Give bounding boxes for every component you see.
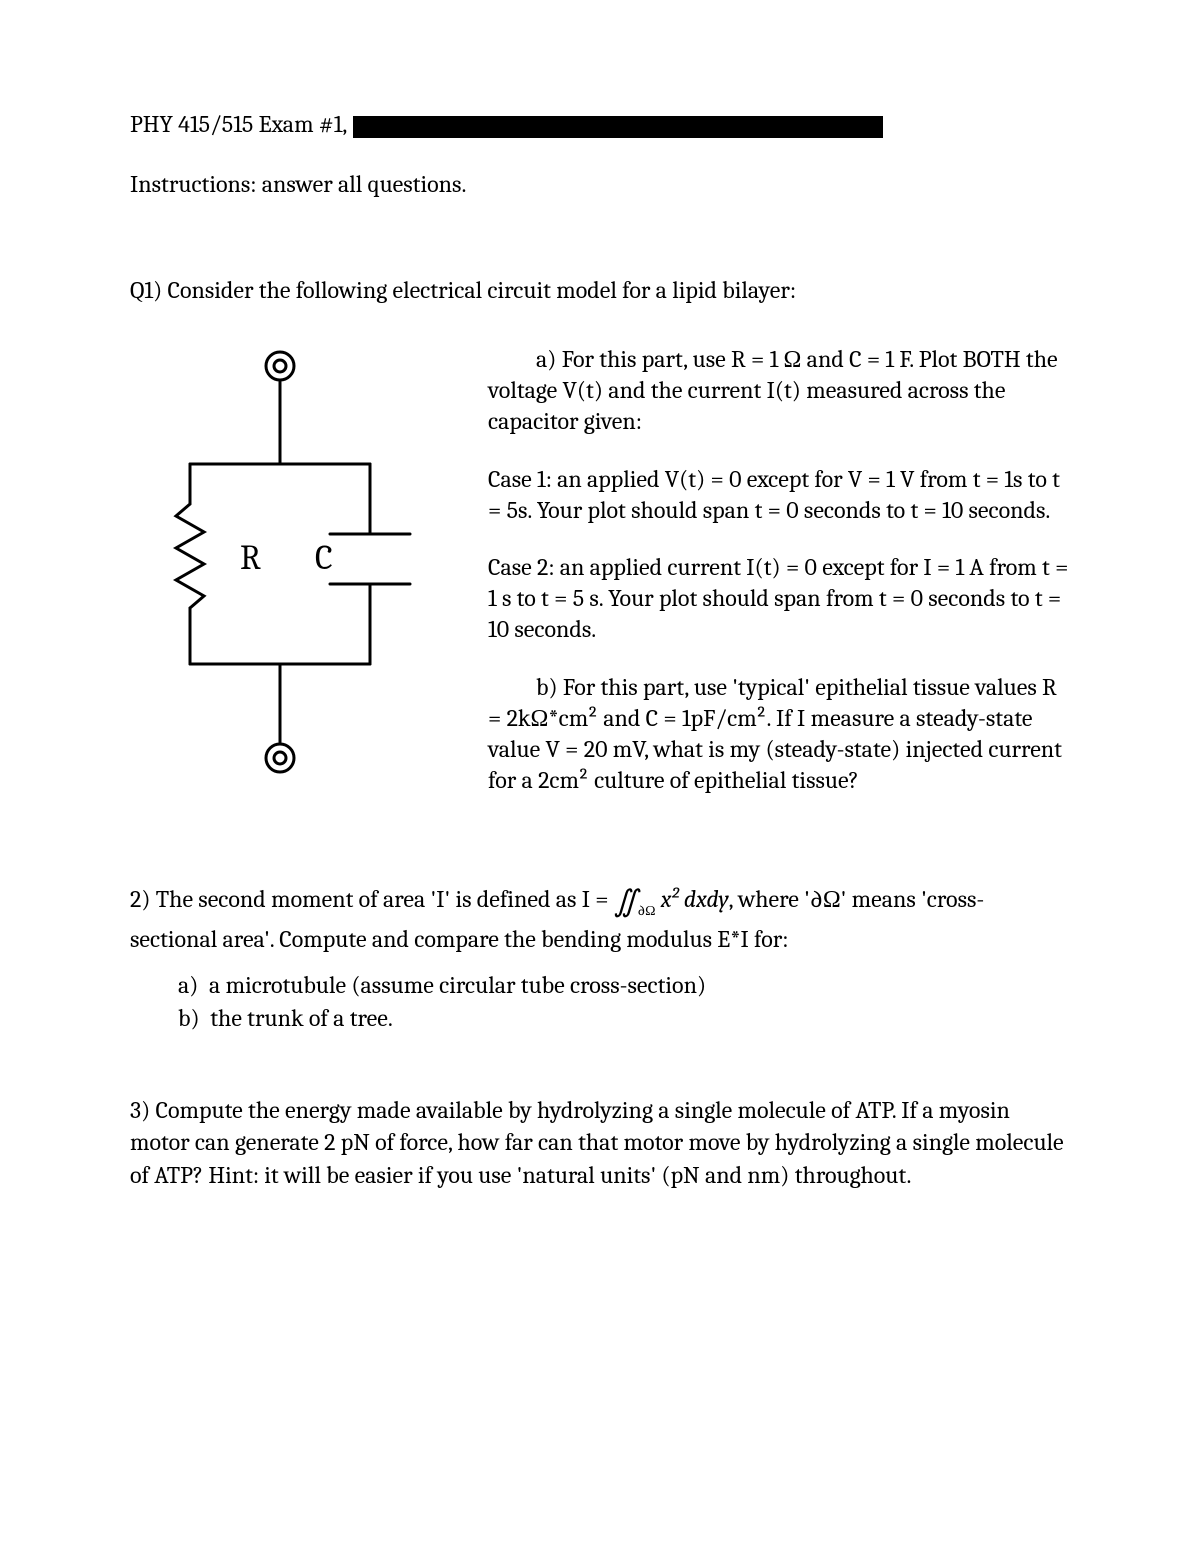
q1-part-b: b) For this part, use 'typical' epitheli… [488,672,1070,797]
q1-case1: Case 1: an applied V(t) = 0 except for V… [488,464,1070,526]
q2-lead: 2) The second moment of area 'I' is defi… [130,882,1070,955]
q2-item-b: b) the trunk of a tree. [178,1002,1070,1034]
q2-integral-sub: ∂Ω [637,902,655,919]
q2-list: a) a microtubule (assume circular tube c… [178,969,1070,1034]
q2-item-a: a) a microtubule (assume circular tube c… [178,969,1070,1001]
redaction-bar [353,116,883,138]
resistor-label: R [240,538,261,578]
q1-text: a) For this part, use R = 1 Ω and C = 1 … [488,344,1070,822]
q3: 3) Compute the energy made available by … [130,1094,1070,1191]
q1-block: R C a) For this part, use R = 1 Ω and C … [130,344,1070,822]
header-prefix: PHY 415/515 Exam #1, [130,110,347,138]
q2-lead-pre: 2) The second moment of area 'I' is defi… [130,885,614,913]
capacitor-label: C [315,538,333,578]
circuit-diagram: R C [170,344,460,788]
q2-integrand: x² dxdy [661,885,729,913]
rc-circuit-svg: R C [170,344,430,784]
header-line: PHY 415/515 Exam #1, [130,110,1070,138]
instructions: Instructions: answer all questions. [130,170,1070,198]
q1-case2: Case 2: an applied current I(t) = 0 exce… [488,552,1070,646]
q1-part-a: a) For this part, use R = 1 Ω and C = 1 … [488,344,1070,438]
exam-page: PHY 415/515 Exam #1, Instructions: answe… [0,0,1200,1553]
q1-intro: Q1) Consider the following electrical ci… [130,276,1070,304]
